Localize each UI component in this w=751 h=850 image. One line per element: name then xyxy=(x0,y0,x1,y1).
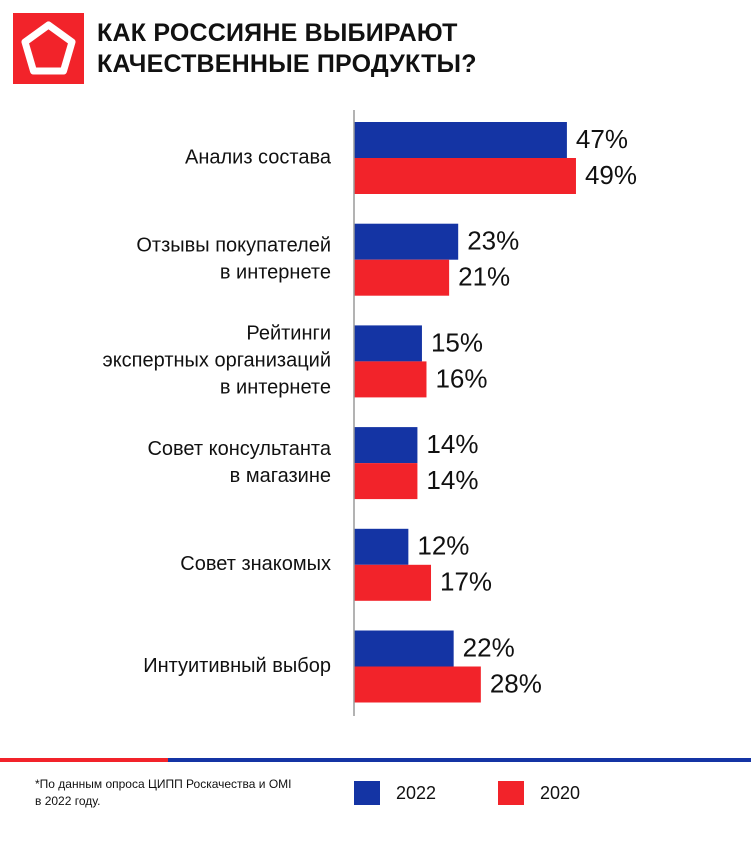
data-label-2020: 21% xyxy=(458,262,510,292)
chart-title-line-1: КАК РОССИЯНЕ ВЫБИРАЮТ xyxy=(97,19,458,47)
bar-2022 xyxy=(354,325,422,362)
category-label: Отзывы покупателей xyxy=(136,234,331,256)
data-label-2022: 12% xyxy=(417,531,469,561)
bar-2022 xyxy=(354,630,454,667)
data-label-2020: 16% xyxy=(435,363,487,393)
data-label-2022: 47% xyxy=(576,124,628,154)
category-label: в магазине xyxy=(230,465,331,487)
footnote-line-1: *По данным опроса ЦИПП Роскачества и OMI xyxy=(35,777,292,791)
category-label: Совет консультанта xyxy=(147,438,331,460)
category-label: экспертных организаций xyxy=(103,350,332,372)
bar-2020 xyxy=(354,361,427,398)
data-label-2022: 23% xyxy=(467,226,519,256)
footnote-line-2: в 2022 году. xyxy=(35,794,101,808)
data-label-2020: 49% xyxy=(585,160,637,190)
bar-2022 xyxy=(354,122,567,158)
bar-chart: Анализ состава 47% 49% Отзывы покупателей в … xyxy=(103,110,637,716)
chart-title-line-2: КАЧЕСТВЕННЫЕ ПРОДУКТЫ? xyxy=(97,50,477,78)
bottom-divider xyxy=(0,758,751,762)
bar-2020 xyxy=(354,666,481,703)
bar-2022 xyxy=(354,528,409,565)
footnote: *По данным опроса ЦИПП Роскачества и OMI… xyxy=(35,776,355,810)
category-label: Анализ состава xyxy=(185,146,332,168)
bar-2022 xyxy=(354,427,418,464)
bottom-divider-red xyxy=(0,758,168,762)
category-label: в интернете xyxy=(220,377,331,399)
bottom-divider-blue xyxy=(168,758,751,762)
category-label: Рейтинги xyxy=(246,323,331,345)
data-label-2022: 14% xyxy=(426,429,478,459)
legend-label-2020: 2020 xyxy=(540,782,581,803)
data-label-2022: 22% xyxy=(463,632,515,662)
data-label-2020: 28% xyxy=(490,668,542,698)
data-label-2020: 14% xyxy=(426,465,478,495)
legend-swatch-2022 xyxy=(354,781,380,805)
bar-2020 xyxy=(354,158,576,194)
pentagon-logo-icon xyxy=(21,21,76,75)
bar-2022 xyxy=(354,223,459,260)
legend-item-2022: 2022 xyxy=(354,781,436,805)
bar-2020 xyxy=(354,259,450,296)
bar-2020 xyxy=(354,463,418,500)
bar-2020 xyxy=(354,564,432,601)
legend-swatch-2020 xyxy=(498,781,524,805)
category-label: Интуитивный выбор xyxy=(143,655,331,677)
legend-label-2022: 2022 xyxy=(396,782,437,803)
data-label-2020: 17% xyxy=(440,567,492,597)
data-label-2022: 15% xyxy=(431,327,483,357)
legend-item-2020: 2020 xyxy=(498,781,580,805)
category-label: в интернете xyxy=(220,261,331,283)
roskachestvo-logo xyxy=(13,13,84,84)
category-label: Совет знакомых xyxy=(180,553,331,575)
chart-title: КАК РОССИЯНЕ ВЫБИРАЮТ КАЧЕСТВЕННЫЕ ПРОДУ… xyxy=(97,18,657,80)
